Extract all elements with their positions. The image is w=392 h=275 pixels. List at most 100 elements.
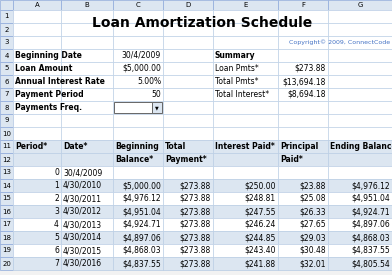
Bar: [213, 88, 278, 101]
Bar: [113, 205, 163, 218]
Bar: [278, 140, 328, 153]
Bar: [328, 153, 392, 166]
Bar: [61, 166, 113, 179]
Bar: [113, 257, 163, 270]
Bar: [13, 231, 61, 244]
Bar: [163, 127, 213, 140]
Bar: [213, 166, 278, 179]
Bar: [13, 88, 61, 101]
Text: 17: 17: [2, 221, 11, 227]
Text: 1: 1: [4, 13, 9, 20]
Text: Date*: Date*: [63, 142, 87, 151]
Bar: [163, 62, 213, 75]
Text: $4,868.03: $4,868.03: [122, 246, 161, 255]
Bar: [213, 140, 278, 153]
Bar: [61, 192, 113, 205]
Bar: [278, 166, 328, 179]
Bar: [113, 75, 163, 88]
Bar: [213, 153, 278, 166]
Text: $5,000.00: $5,000.00: [122, 181, 161, 190]
Bar: [213, 257, 278, 270]
Bar: [113, 101, 163, 114]
Bar: [278, 192, 328, 205]
Text: $273.88: $273.88: [180, 233, 211, 242]
Bar: [113, 49, 163, 62]
Text: $30.48: $30.48: [299, 246, 326, 255]
Bar: [113, 218, 163, 231]
Bar: [163, 140, 213, 153]
Bar: [0, 153, 13, 166]
Text: $29.03: $29.03: [299, 233, 326, 242]
Bar: [13, 257, 61, 270]
Bar: [328, 244, 392, 257]
Bar: [278, 244, 328, 257]
Text: Annual Interest Rate: Annual Interest Rate: [15, 77, 105, 86]
Bar: [213, 218, 278, 231]
Bar: [213, 166, 278, 179]
Bar: [0, 231, 13, 244]
Bar: [61, 179, 113, 192]
Bar: [328, 192, 392, 205]
Bar: [278, 0, 328, 10]
Text: 13: 13: [2, 169, 11, 175]
Bar: [328, 179, 392, 192]
Bar: [328, 75, 392, 88]
Text: 19: 19: [2, 248, 11, 254]
Bar: [0, 10, 13, 23]
Bar: [328, 62, 392, 75]
Bar: [13, 192, 61, 205]
Bar: [163, 101, 213, 114]
Bar: [213, 36, 278, 49]
Bar: [113, 166, 163, 179]
Bar: [13, 140, 61, 153]
Bar: [113, 140, 163, 153]
Bar: [113, 179, 163, 192]
Bar: [0, 218, 13, 231]
Bar: [278, 62, 328, 75]
Bar: [0, 179, 13, 192]
Bar: [113, 153, 163, 166]
Bar: [13, 127, 61, 140]
Bar: [113, 23, 163, 36]
Bar: [113, 231, 163, 244]
Bar: [13, 205, 61, 218]
Text: C: C: [136, 2, 140, 8]
Text: 14: 14: [2, 183, 11, 188]
Bar: [13, 62, 61, 75]
Bar: [13, 75, 61, 88]
Text: $273.88: $273.88: [180, 220, 211, 229]
Bar: [13, 101, 61, 114]
Bar: [328, 166, 392, 179]
Text: ▼: ▼: [155, 105, 159, 110]
Bar: [278, 179, 328, 192]
Text: $4,924.71: $4,924.71: [351, 207, 390, 216]
Bar: [13, 244, 61, 257]
Bar: [113, 179, 163, 192]
Bar: [61, 127, 113, 140]
Bar: [163, 205, 213, 218]
Bar: [61, 101, 113, 114]
Bar: [13, 23, 61, 36]
Text: $27.65: $27.65: [299, 220, 326, 229]
Bar: [0, 140, 13, 153]
Bar: [0, 23, 13, 36]
Bar: [13, 166, 61, 179]
Bar: [213, 192, 278, 205]
Bar: [213, 75, 278, 88]
Bar: [328, 140, 392, 153]
Bar: [163, 101, 213, 114]
Bar: [0, 192, 13, 205]
Bar: [278, 23, 328, 36]
Text: 9: 9: [4, 117, 9, 123]
Bar: [213, 192, 278, 205]
Bar: [213, 205, 278, 218]
Bar: [61, 218, 113, 231]
Bar: [13, 23, 61, 36]
Text: Payment*: Payment*: [165, 155, 207, 164]
Bar: [13, 140, 61, 153]
Bar: [163, 179, 213, 192]
Bar: [61, 140, 113, 153]
Bar: [61, 88, 113, 101]
Bar: [213, 244, 278, 257]
Text: 6: 6: [54, 246, 59, 255]
